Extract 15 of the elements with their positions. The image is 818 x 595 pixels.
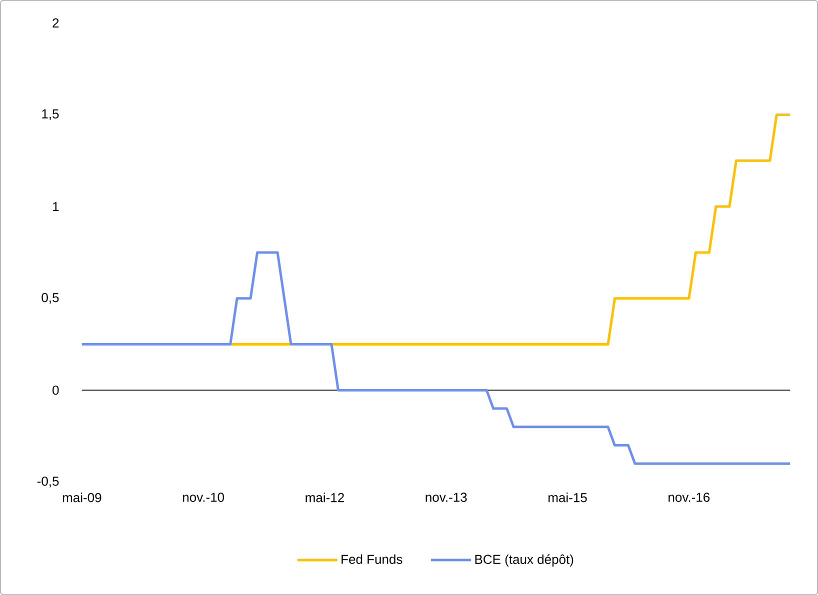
- legend-label: Fed Funds: [342, 554, 402, 564]
- x-tick-label: mai-09: [62, 492, 102, 502]
- x-tick-label: mai-15: [548, 492, 587, 502]
- x-tick-label: mai-12: [306, 492, 344, 502]
- y-tick-label: 1: [53, 202, 59, 212]
- x-tick-label: nov.-16: [668, 492, 710, 502]
- y-tick-label: -0,5: [37, 476, 59, 488]
- x-tick-label: nov.-13: [426, 492, 467, 502]
- y-tick-label: 0,5: [42, 293, 59, 304]
- line-series: [80, 251, 792, 465]
- y-tick-label: 1,5: [42, 109, 59, 120]
- y-tick-label: 2: [52, 18, 59, 28]
- legend-label: BCE (taux dépôt): [475, 554, 574, 567]
- y-tick-label: 0: [52, 386, 59, 395]
- x-tick-label: nov.-10: [182, 492, 224, 502]
